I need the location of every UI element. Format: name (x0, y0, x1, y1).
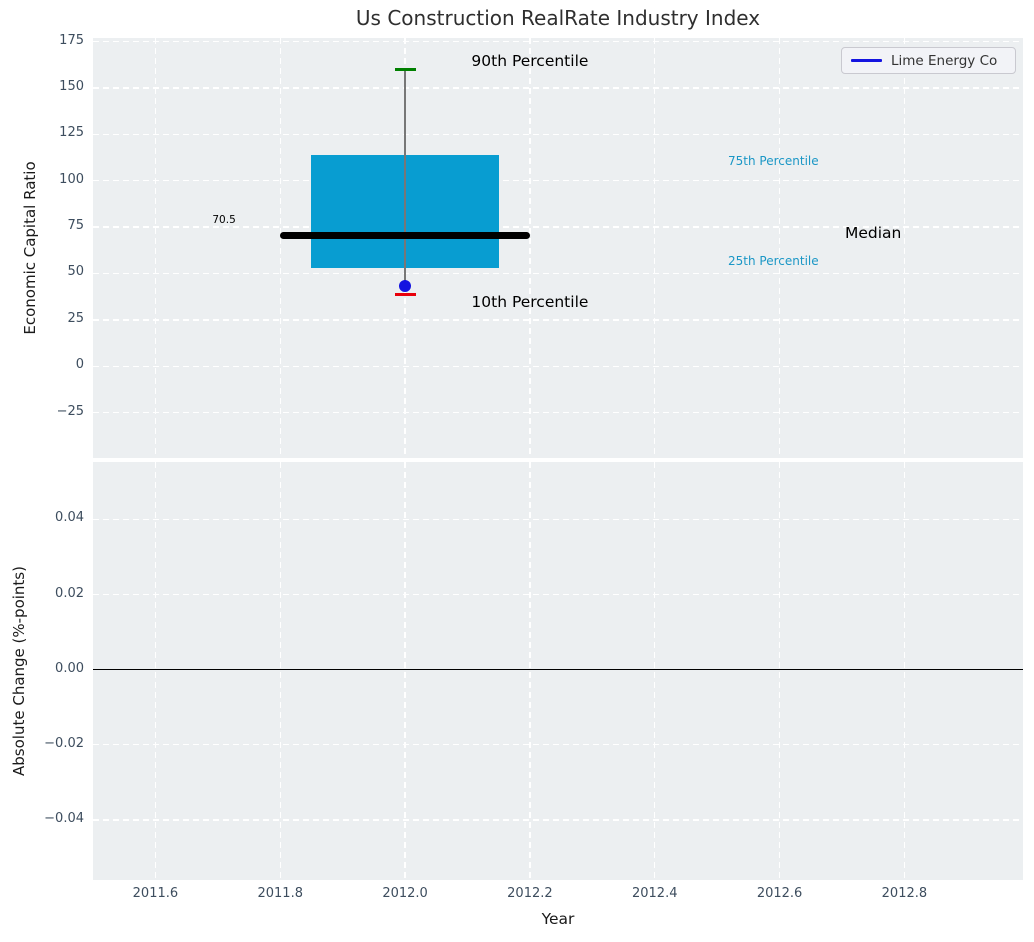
zero-line (93, 668, 1023, 671)
company-point (399, 280, 412, 293)
median-value: 70.5 (212, 213, 236, 226)
p90-cap (394, 68, 416, 72)
y-tick-label: 0 (75, 357, 84, 373)
gridline-y (93, 593, 1023, 596)
gridline-x (279, 462, 281, 880)
y-tick-label: 0.02 (55, 585, 84, 601)
gridline-x (654, 462, 656, 880)
gridline-y (93, 41, 1023, 43)
gridline-x (903, 38, 906, 458)
median-label: Median (844, 224, 902, 243)
y-tick-label: 175 (59, 32, 84, 48)
gridline-x (654, 38, 656, 458)
gridline-x (778, 38, 781, 458)
p25-label: 25th Percentile (728, 253, 819, 268)
y-tick-label: 0.00 (55, 660, 84, 676)
axes-economic-capital-ratio: 90th Percentile 75th Percentile Median 25th… (93, 38, 1023, 458)
gridline-y (93, 226, 1023, 228)
chart-title: Us Construction RealRate Industry Index (355, 6, 761, 30)
gridline-x (903, 462, 906, 880)
gridline-x (279, 38, 281, 458)
x-tick-label: 2012.4 (631, 886, 678, 901)
y-tick-label: 25 (67, 310, 84, 326)
gridline-x (529, 38, 531, 458)
p90-label: 90th Percentile (471, 52, 589, 71)
y-tick-label: 150 (59, 79, 84, 95)
y-tick-label: −0.04 (44, 810, 84, 826)
gridline-y (93, 411, 1023, 414)
y-tick-label: 75 (67, 218, 84, 234)
gridline-y (93, 744, 1023, 746)
gridline-x (529, 462, 531, 880)
y-tick-label: 125 (59, 125, 84, 141)
y-tick-label: 50 (67, 264, 84, 280)
median-line (280, 231, 530, 239)
x-axis-label-year: Year (541, 910, 575, 928)
gridline-y (93, 319, 1023, 321)
gridline-x (154, 462, 157, 880)
y-tick-label: 0.04 (55, 510, 84, 526)
whisker-line (404, 69, 406, 287)
y-tick-label: −0.02 (44, 735, 84, 751)
gridline-x (404, 462, 406, 880)
legend-line-swatch (851, 59, 882, 62)
p10-label: 10th Percentile (471, 293, 589, 312)
y-tick-label: −25 (56, 403, 84, 419)
x-tick-label: 2012.8 (881, 886, 928, 901)
gridline-y (93, 133, 1023, 136)
gridline-y (93, 518, 1023, 521)
gridline-y (93, 365, 1023, 367)
y-axis-label-economic-capital-ratio: Economic Capital Ratio (21, 161, 39, 335)
gridline-x (154, 38, 157, 458)
gridline-y (93, 272, 1023, 275)
x-tick-label: 2011.6 (132, 886, 179, 901)
p75-label: 75th Percentile (728, 153, 819, 168)
legend-label: Lime Energy Co (891, 52, 998, 69)
gridline-y (93, 819, 1023, 821)
x-tick-label: 2012.2 (507, 886, 553, 901)
gridline-y (93, 180, 1023, 182)
x-tick-label: 2012.0 (382, 886, 428, 901)
gridline-y (93, 87, 1023, 89)
x-tick-label: 2011.8 (257, 886, 303, 901)
p10-cap (394, 293, 416, 297)
gridline-x (778, 462, 781, 880)
legend: Lime Energy Co (841, 47, 1016, 74)
axes-absolute-change (93, 462, 1023, 880)
x-tick-label: 2012.6 (756, 886, 803, 901)
y-tick-label: 100 (59, 171, 84, 187)
